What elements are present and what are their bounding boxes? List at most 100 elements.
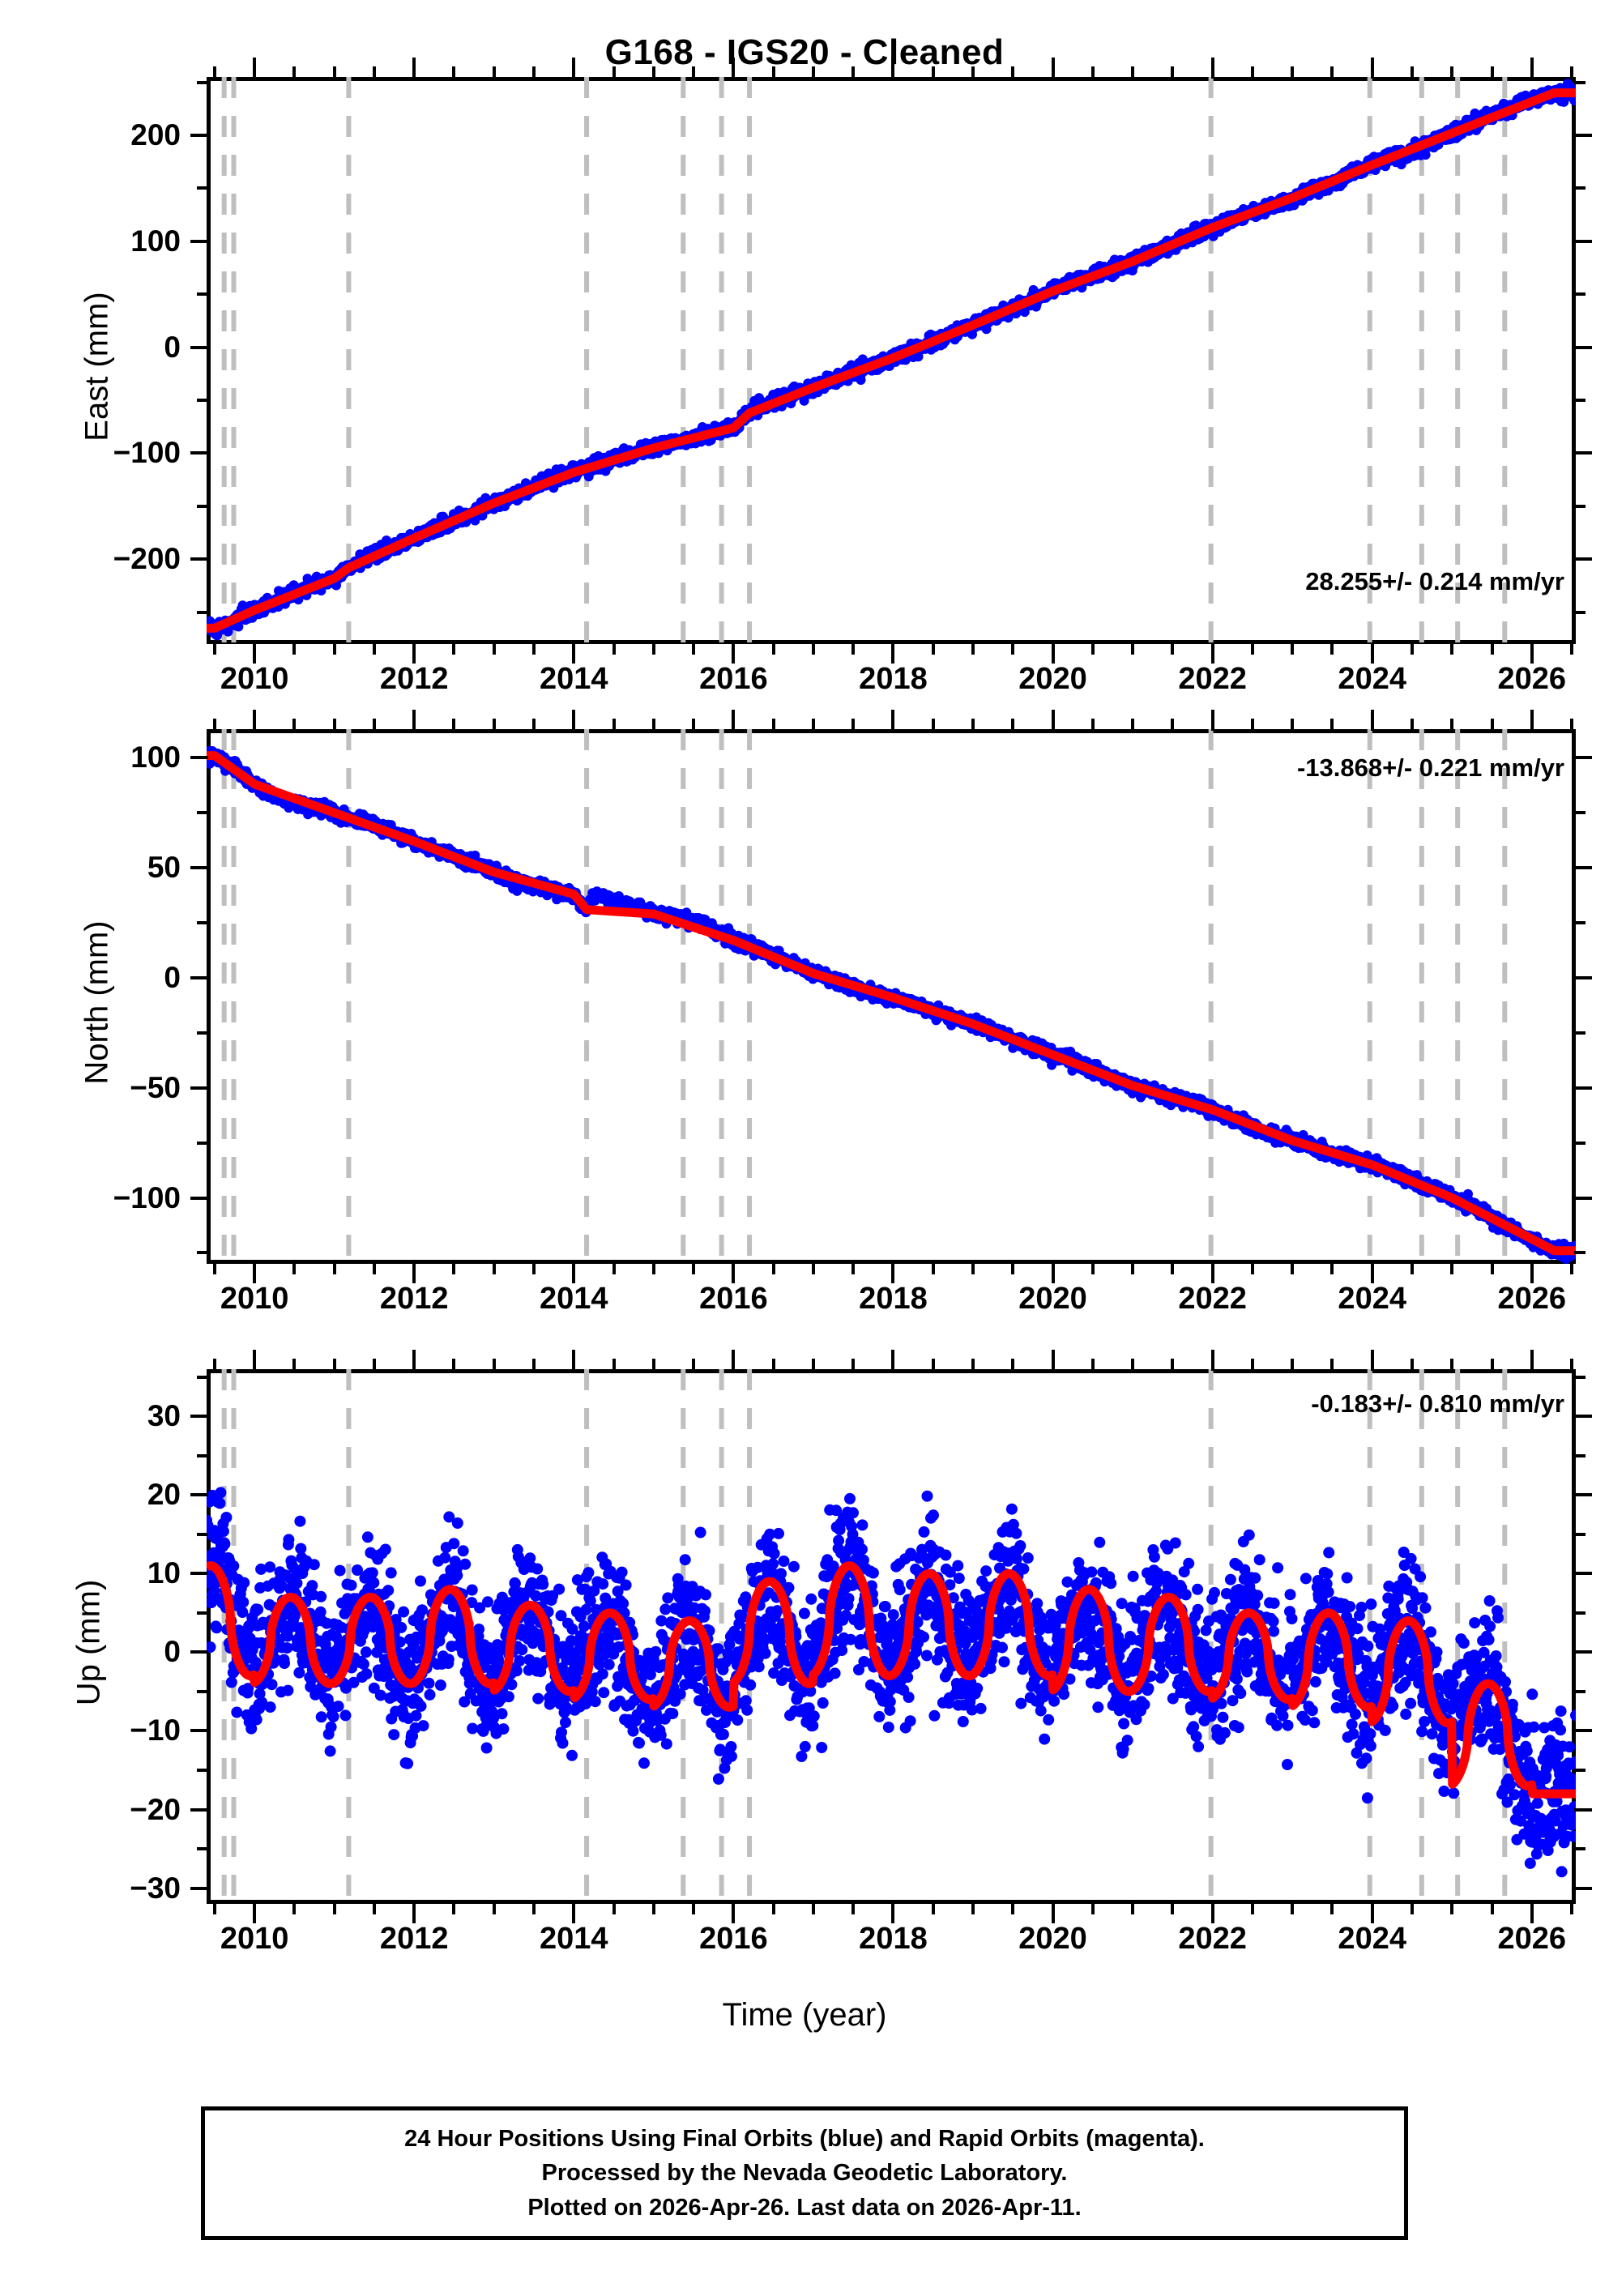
x-minor-tick xyxy=(372,1262,376,1274)
x-minor-tick xyxy=(851,642,856,655)
x-tick-label: 2018 xyxy=(859,1922,928,1956)
x-tick-mark xyxy=(412,58,416,79)
x-minor-tick xyxy=(851,66,856,79)
x-minor-tick xyxy=(452,66,456,79)
x-minor-tick xyxy=(971,66,975,79)
x-minor-tick xyxy=(1570,1902,1574,1914)
y-minor-tick xyxy=(1574,1847,1586,1851)
x-minor-tick xyxy=(771,719,775,731)
x-minor-tick xyxy=(612,1902,616,1914)
x-tick-mark xyxy=(1210,1902,1214,1923)
x-minor-tick xyxy=(532,66,536,79)
y-minor-tick xyxy=(1574,811,1586,815)
y-tick-mark xyxy=(1574,1729,1592,1733)
x-minor-tick xyxy=(811,1359,815,1371)
y-tick-mark xyxy=(1574,1493,1592,1497)
x-tick-mark xyxy=(732,1902,736,1923)
x-minor-tick xyxy=(1291,719,1295,731)
x-minor-tick xyxy=(1250,1262,1254,1274)
x-minor-tick xyxy=(771,642,775,655)
y-minor-tick xyxy=(197,1141,208,1145)
y-tick-mark xyxy=(1574,557,1592,561)
x-tick-mark xyxy=(412,1350,416,1371)
x-minor-tick xyxy=(692,1359,696,1371)
x-minor-tick xyxy=(292,642,297,655)
y-tick-mark xyxy=(1574,756,1592,760)
x-minor-tick xyxy=(332,719,336,731)
caption-box: 24 Hour Positions Using Final Orbits (bl… xyxy=(201,2106,1408,2240)
x-tick-mark xyxy=(412,642,416,664)
y-tick-label: 0 xyxy=(164,960,181,994)
y-tick-mark xyxy=(1574,239,1592,243)
plot-svg-up xyxy=(207,1369,1576,1904)
x-tick-mark xyxy=(1370,642,1374,664)
y-minor-tick xyxy=(197,921,208,924)
x-minor-tick xyxy=(372,1902,376,1914)
x-minor-tick xyxy=(332,1902,336,1914)
x-minor-tick xyxy=(212,1902,216,1914)
x-minor-tick xyxy=(1250,719,1254,731)
x-tick-mark xyxy=(1370,1262,1374,1283)
x-tick-mark xyxy=(891,642,895,664)
y-minor-tick xyxy=(1574,292,1586,297)
x-minor-tick xyxy=(1171,1262,1175,1274)
x-tick-mark xyxy=(1051,58,1055,79)
x-tick-mark xyxy=(1210,1350,1214,1371)
y-tick-mark xyxy=(190,866,208,870)
x-tick-mark xyxy=(253,1350,257,1371)
x-tick-mark xyxy=(1370,1902,1374,1923)
x-minor-tick xyxy=(1450,1902,1454,1914)
x-minor-tick xyxy=(771,66,775,79)
y-tick-mark xyxy=(190,345,208,349)
x-minor-tick xyxy=(532,719,536,731)
x-minor-tick xyxy=(931,66,935,79)
x-minor-tick xyxy=(1090,719,1095,731)
x-minor-tick xyxy=(1090,642,1095,655)
y-tick-mark xyxy=(190,1886,208,1890)
x-tick-mark xyxy=(891,58,895,79)
x-tick-mark xyxy=(1210,710,1214,731)
x-tick-mark xyxy=(1051,1262,1055,1283)
x-minor-tick xyxy=(651,1359,655,1371)
x-tick-label: 2022 xyxy=(1178,1922,1247,1956)
x-minor-tick xyxy=(651,1902,655,1914)
x-minor-tick xyxy=(612,1262,616,1274)
x-minor-tick xyxy=(332,1262,336,1274)
x-minor-tick xyxy=(1171,642,1175,655)
y-minor-tick xyxy=(1574,610,1586,614)
x-minor-tick xyxy=(1330,719,1334,731)
x-minor-tick xyxy=(692,1902,696,1914)
x-tick-mark xyxy=(1530,642,1534,664)
x-tick-mark xyxy=(412,710,416,731)
x-minor-tick xyxy=(492,1262,496,1274)
x-minor-tick xyxy=(1131,1359,1135,1371)
x-tick-label: 2016 xyxy=(699,1922,768,1956)
x-tick-label: 2020 xyxy=(1018,662,1087,696)
x-minor-tick xyxy=(332,1359,336,1371)
x-minor-tick xyxy=(931,1902,935,1914)
x-minor-tick xyxy=(1131,1262,1135,1274)
y-minor-tick xyxy=(1574,1453,1586,1457)
x-tick-label: 2022 xyxy=(1178,1282,1247,1316)
x-minor-tick xyxy=(612,642,616,655)
x-tick-mark xyxy=(891,1350,895,1371)
x-minor-tick xyxy=(971,719,975,731)
x-tick-label: 2010 xyxy=(220,1922,289,1956)
x-tick-mark xyxy=(572,1902,576,1923)
x-tick-label: 2010 xyxy=(220,1282,289,1316)
x-minor-tick xyxy=(931,719,935,731)
x-minor-tick xyxy=(332,66,336,79)
x-tick-mark xyxy=(1051,642,1055,664)
x-tick-label: 2018 xyxy=(859,662,928,696)
x-tick-label: 2010 xyxy=(220,662,289,696)
x-minor-tick xyxy=(212,719,216,731)
x-minor-tick xyxy=(1330,642,1334,655)
y-minor-tick xyxy=(197,399,208,403)
y-minor-tick xyxy=(197,1611,208,1615)
y-tick-mark xyxy=(1574,133,1592,137)
y-minor-tick xyxy=(1574,80,1586,84)
x-minor-tick xyxy=(692,719,696,731)
x-minor-tick xyxy=(931,642,935,655)
plot-svg-east xyxy=(207,77,1576,644)
